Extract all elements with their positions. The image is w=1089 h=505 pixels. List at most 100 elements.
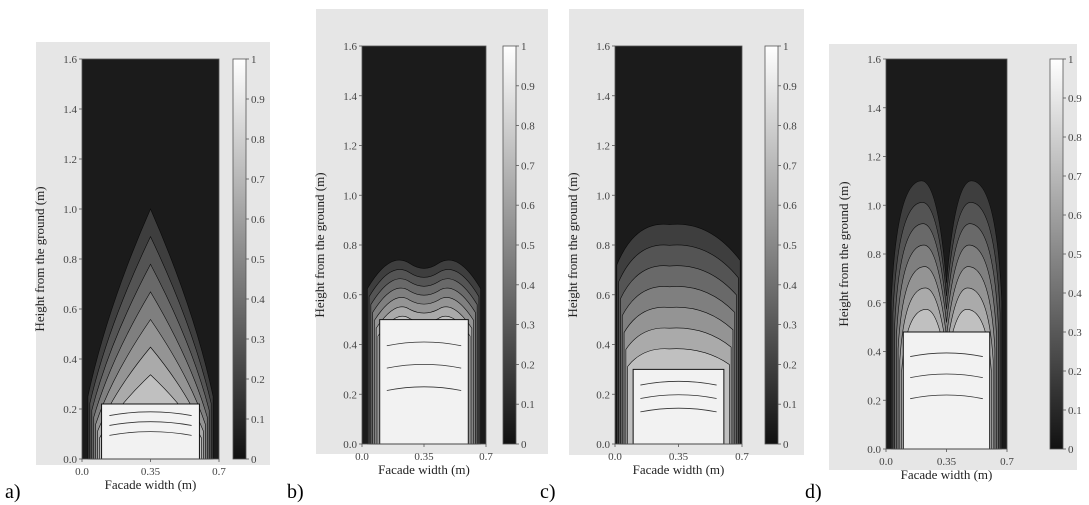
colorbar-tick-label: 0.3 xyxy=(521,320,535,332)
colorbar-tick-label: 0.2 xyxy=(251,374,265,386)
y-tick-label: 1.2 xyxy=(596,141,610,153)
y-tick-label: 1.4 xyxy=(867,103,881,115)
x-tick-label: 0.0 xyxy=(75,466,89,478)
y-tick-label: 1.4 xyxy=(596,91,610,103)
y-tick-label: 0.6 xyxy=(343,290,357,302)
panel-b: 0.0 0.2 0.4 0.6 0.8 1.0 1.2 1.4 1.6 0.0 0.35 0.7 Fac… xyxy=(287,9,548,503)
colorbar-tick-label: 0.2 xyxy=(1068,366,1082,378)
x-tick-label: 0.7 xyxy=(1000,456,1014,468)
y-tick-label: 0.8 xyxy=(63,254,77,266)
colorbar-tick-label: 0.3 xyxy=(1068,327,1082,339)
y-axis-title: Height from the ground (m) xyxy=(836,181,851,326)
x-axis-title: Facade width (m) xyxy=(378,462,470,477)
panel-label: d) xyxy=(805,481,822,503)
y-tick-label: 1.4 xyxy=(63,104,77,116)
colorbar xyxy=(1049,58,1064,450)
y-tick-label: 0.6 xyxy=(596,290,610,302)
colorbar xyxy=(232,58,247,460)
y-tick-label: 0.4 xyxy=(596,340,610,352)
panel-label: a) xyxy=(5,481,21,503)
x-tick-label: 0.0 xyxy=(608,451,622,463)
y-tick-label: 1.2 xyxy=(343,141,357,153)
colorbar-tick-label: 0.4 xyxy=(783,280,797,292)
y-axis-title: Height from the ground (m) xyxy=(565,172,580,317)
y-tick-label: 0.2 xyxy=(63,404,77,416)
opening-contour-line xyxy=(910,394,983,400)
opening-contour-line xyxy=(910,373,983,379)
y-tick-label: 0.8 xyxy=(867,249,881,261)
x-tick-label: 0.0 xyxy=(879,456,893,468)
colorbar-tick-label: 0.8 xyxy=(783,121,797,133)
opening-contour-line xyxy=(640,394,717,399)
y-tick-label: 0.4 xyxy=(63,354,77,366)
colorbar-tick-label: 0.5 xyxy=(1068,249,1082,261)
colorbar-tick-label: 0.2 xyxy=(521,359,535,371)
colorbar-tick-label: 0.4 xyxy=(521,280,535,292)
colorbar-tick-label: 0.9 xyxy=(783,81,797,93)
x-tick-label: 0.7 xyxy=(212,466,226,478)
y-tick-label: 0.6 xyxy=(63,304,77,316)
y-tick-label: 0.0 xyxy=(596,439,610,451)
opening-region xyxy=(902,331,991,450)
opening-contour-line xyxy=(386,386,462,391)
colorbar-tick-label: 0.3 xyxy=(783,320,797,332)
colorbar-tick-label: 0 xyxy=(251,454,257,466)
y-tick-label: 0.2 xyxy=(343,389,357,401)
colorbar-tick-label: 0.1 xyxy=(783,399,797,411)
y-axis-title: Height from the ground (m) xyxy=(32,186,47,331)
opening-region xyxy=(632,368,725,445)
colorbar-tick-label: 0.7 xyxy=(1068,171,1082,183)
colorbar-tick-label: 0 xyxy=(521,439,527,451)
colorbar-tick-label: 0.6 xyxy=(521,200,535,212)
colorbar-tick-label: 0.1 xyxy=(521,399,535,411)
y-tick-label: 1.6 xyxy=(867,54,881,66)
opening-contour-line xyxy=(910,352,983,357)
x-axis-title: Facade width (m) xyxy=(105,477,197,492)
y-tick-label: 1.6 xyxy=(63,54,77,66)
panel-label: c) xyxy=(540,481,556,503)
opening-contour-line xyxy=(386,341,462,347)
colorbar-tick-label: 0.1 xyxy=(251,414,265,426)
opening-contour-line xyxy=(640,380,717,386)
panel-label: b) xyxy=(287,481,304,503)
x-tick-label: 0.35 xyxy=(669,451,689,463)
colorbar-tick-label: 1 xyxy=(251,54,257,66)
opening-contour-line xyxy=(640,407,717,413)
opening-contour-line xyxy=(109,411,192,416)
colorbar-tick-label: 0.5 xyxy=(251,254,265,266)
y-tick-label: 1.6 xyxy=(343,41,357,53)
y-tick-label: 0.8 xyxy=(596,240,610,252)
colorbar-tick-label: 0.6 xyxy=(251,214,265,226)
x-tick-label: 0.7 xyxy=(479,451,493,463)
colorbar-tick-label: 0.6 xyxy=(783,200,797,212)
y-tick-label: 0.0 xyxy=(343,439,357,451)
colorbar-tick-label: 0.9 xyxy=(251,94,265,106)
colorbar-tick-label: 0.8 xyxy=(251,134,265,146)
colorbar xyxy=(502,45,517,445)
colorbar-tick-label: 0.5 xyxy=(783,240,797,252)
colorbar-tick-label: 1 xyxy=(783,41,789,53)
colorbar-tick-label: 1 xyxy=(521,41,527,53)
colorbar-tick-label: 0 xyxy=(1068,444,1074,456)
colorbar-tick-label: 0.7 xyxy=(521,160,535,172)
x-axis-title: Facade width (m) xyxy=(901,467,993,482)
y-tick-label: 1.0 xyxy=(596,190,610,202)
colorbar-tick-label: 0.1 xyxy=(1068,405,1082,417)
colorbar-tick-label: 0.7 xyxy=(251,174,265,186)
opening-contour-line xyxy=(386,364,462,369)
y-tick-label: 1.0 xyxy=(343,190,357,202)
colorbar-tick-label: 0.4 xyxy=(251,294,265,306)
colorbar-tick-label: 0.9 xyxy=(521,81,535,93)
y-tick-label: 1.6 xyxy=(596,41,610,53)
y-tick-label: 0.0 xyxy=(867,444,881,456)
colorbar xyxy=(764,45,779,445)
panel-c: 0.0 0.2 0.4 0.6 0.8 1.0 1.2 1.4 1.6 0.0 0.35 0.7 Fac… xyxy=(540,9,804,503)
colorbar-tick-label: 1 xyxy=(1068,54,1074,66)
colorbar-tick-label: 0.4 xyxy=(1068,288,1082,300)
colorbar-tick-label: 0 xyxy=(783,439,789,451)
x-tick-label: 0.0 xyxy=(355,451,369,463)
y-tick-label: 1.0 xyxy=(867,200,881,212)
y-tick-label: 1.2 xyxy=(867,152,881,164)
y-tick-label: 0.4 xyxy=(343,340,357,352)
